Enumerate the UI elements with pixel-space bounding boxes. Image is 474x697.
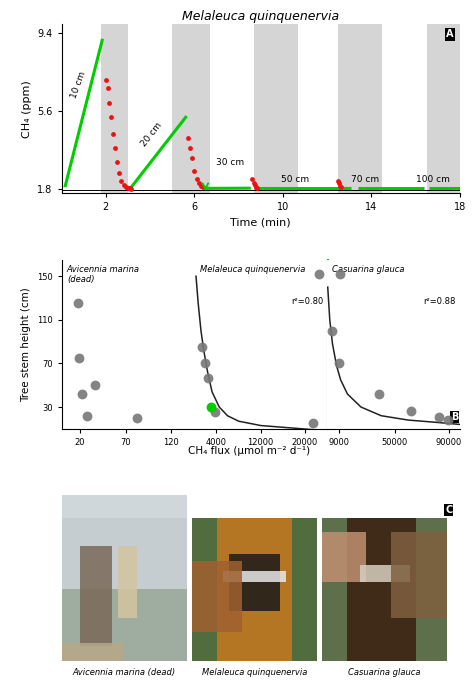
Y-axis label: Tree stem height (cm): Tree stem height (cm) bbox=[21, 287, 31, 401]
Point bbox=[200, 181, 207, 192]
Bar bbox=[192, 518, 317, 661]
Point bbox=[334, 176, 342, 187]
Point bbox=[113, 157, 121, 168]
Point bbox=[250, 178, 258, 189]
Bar bbox=[317, 518, 322, 661]
Bar bbox=[322, 532, 366, 582]
Title: Melaleuca quinquenervia: Melaleuca quinquenervia bbox=[182, 10, 339, 23]
Point bbox=[186, 142, 194, 153]
Point bbox=[337, 181, 345, 192]
Point bbox=[197, 181, 205, 192]
Point bbox=[83, 410, 91, 421]
Point bbox=[444, 415, 451, 426]
Text: 30 cm: 30 cm bbox=[217, 158, 245, 167]
Text: A: A bbox=[446, 29, 454, 40]
Text: r²=0.80: r²=0.80 bbox=[291, 297, 323, 306]
Point bbox=[328, 325, 336, 336]
Bar bbox=[217, 518, 292, 661]
Bar bbox=[62, 589, 187, 661]
Text: 20 cm: 20 cm bbox=[140, 121, 164, 148]
Point bbox=[118, 176, 125, 187]
Point bbox=[204, 372, 211, 383]
Text: Casuarina glauca: Casuarina glauca bbox=[348, 668, 421, 677]
Text: Melaleuca quinquenervia: Melaleuca quinquenervia bbox=[202, 668, 307, 677]
Point bbox=[310, 418, 317, 429]
Point bbox=[253, 181, 260, 192]
Bar bbox=[62, 447, 187, 589]
Bar bbox=[254, 24, 298, 193]
Point bbox=[335, 358, 342, 369]
Point bbox=[78, 388, 85, 399]
Point bbox=[201, 358, 209, 369]
Bar bbox=[322, 518, 447, 661]
Point bbox=[191, 165, 198, 176]
Point bbox=[248, 174, 255, 185]
Bar bbox=[187, 518, 192, 661]
Bar bbox=[101, 24, 128, 193]
Point bbox=[91, 380, 99, 391]
Point bbox=[211, 407, 219, 418]
Point bbox=[115, 167, 123, 178]
Point bbox=[336, 178, 343, 189]
Point bbox=[74, 298, 82, 309]
Point bbox=[251, 180, 259, 191]
Point bbox=[198, 342, 206, 353]
Bar bbox=[391, 532, 447, 618]
Bar bbox=[62, 643, 124, 661]
Point bbox=[375, 388, 383, 399]
Bar bbox=[347, 518, 416, 661]
Point bbox=[128, 183, 135, 194]
Bar bbox=[223, 571, 286, 582]
Text: 70 cm: 70 cm bbox=[351, 176, 380, 185]
Point bbox=[127, 183, 134, 194]
Text: 50 cm: 50 cm bbox=[281, 176, 309, 185]
Point bbox=[108, 112, 115, 123]
Point bbox=[193, 174, 201, 185]
Bar bbox=[62, 518, 187, 661]
Text: Avicennia marina
(dead): Avicennia marina (dead) bbox=[67, 265, 140, 284]
Bar bbox=[172, 24, 210, 193]
Text: 100 cm: 100 cm bbox=[416, 176, 449, 185]
Bar bbox=[229, 553, 280, 611]
Text: Avicennia marina (dead): Avicennia marina (dead) bbox=[73, 668, 176, 677]
Point bbox=[75, 353, 83, 364]
Point bbox=[207, 401, 215, 413]
Point bbox=[133, 413, 140, 424]
Point bbox=[188, 153, 196, 164]
Bar bbox=[192, 560, 242, 632]
Point bbox=[407, 406, 415, 417]
Bar bbox=[118, 546, 137, 618]
Point bbox=[436, 411, 443, 422]
Point bbox=[337, 180, 344, 191]
Point bbox=[102, 75, 109, 86]
Bar bbox=[322, 518, 447, 661]
Point bbox=[184, 132, 191, 144]
Text: CH₄ flux (μmol m⁻² d⁻¹): CH₄ flux (μmol m⁻² d⁻¹) bbox=[188, 446, 310, 456]
Point bbox=[336, 268, 344, 279]
Text: C: C bbox=[445, 505, 452, 515]
Point bbox=[111, 142, 118, 153]
Point bbox=[120, 180, 128, 191]
Point bbox=[195, 178, 202, 189]
Point bbox=[106, 97, 113, 108]
Point bbox=[124, 182, 132, 193]
Y-axis label: CH₄ (ppm): CH₄ (ppm) bbox=[22, 80, 32, 138]
Point bbox=[315, 268, 322, 279]
Point bbox=[125, 183, 133, 194]
Bar bbox=[192, 518, 317, 661]
Point bbox=[122, 181, 129, 192]
Point bbox=[109, 128, 117, 139]
Point bbox=[254, 182, 261, 193]
Point bbox=[104, 83, 111, 94]
Text: r²=0.88: r²=0.88 bbox=[423, 297, 456, 306]
Bar bbox=[81, 546, 112, 646]
Text: Casuarina glauca: Casuarina glauca bbox=[332, 265, 405, 274]
X-axis label: Time (min): Time (min) bbox=[230, 218, 291, 228]
Bar bbox=[338, 24, 383, 193]
Bar bbox=[427, 24, 460, 193]
Text: 10 cm: 10 cm bbox=[70, 70, 88, 100]
Text: Melaleuca quinquenervia: Melaleuca quinquenervia bbox=[200, 265, 305, 274]
Bar bbox=[360, 565, 410, 582]
Text: B: B bbox=[451, 412, 458, 422]
